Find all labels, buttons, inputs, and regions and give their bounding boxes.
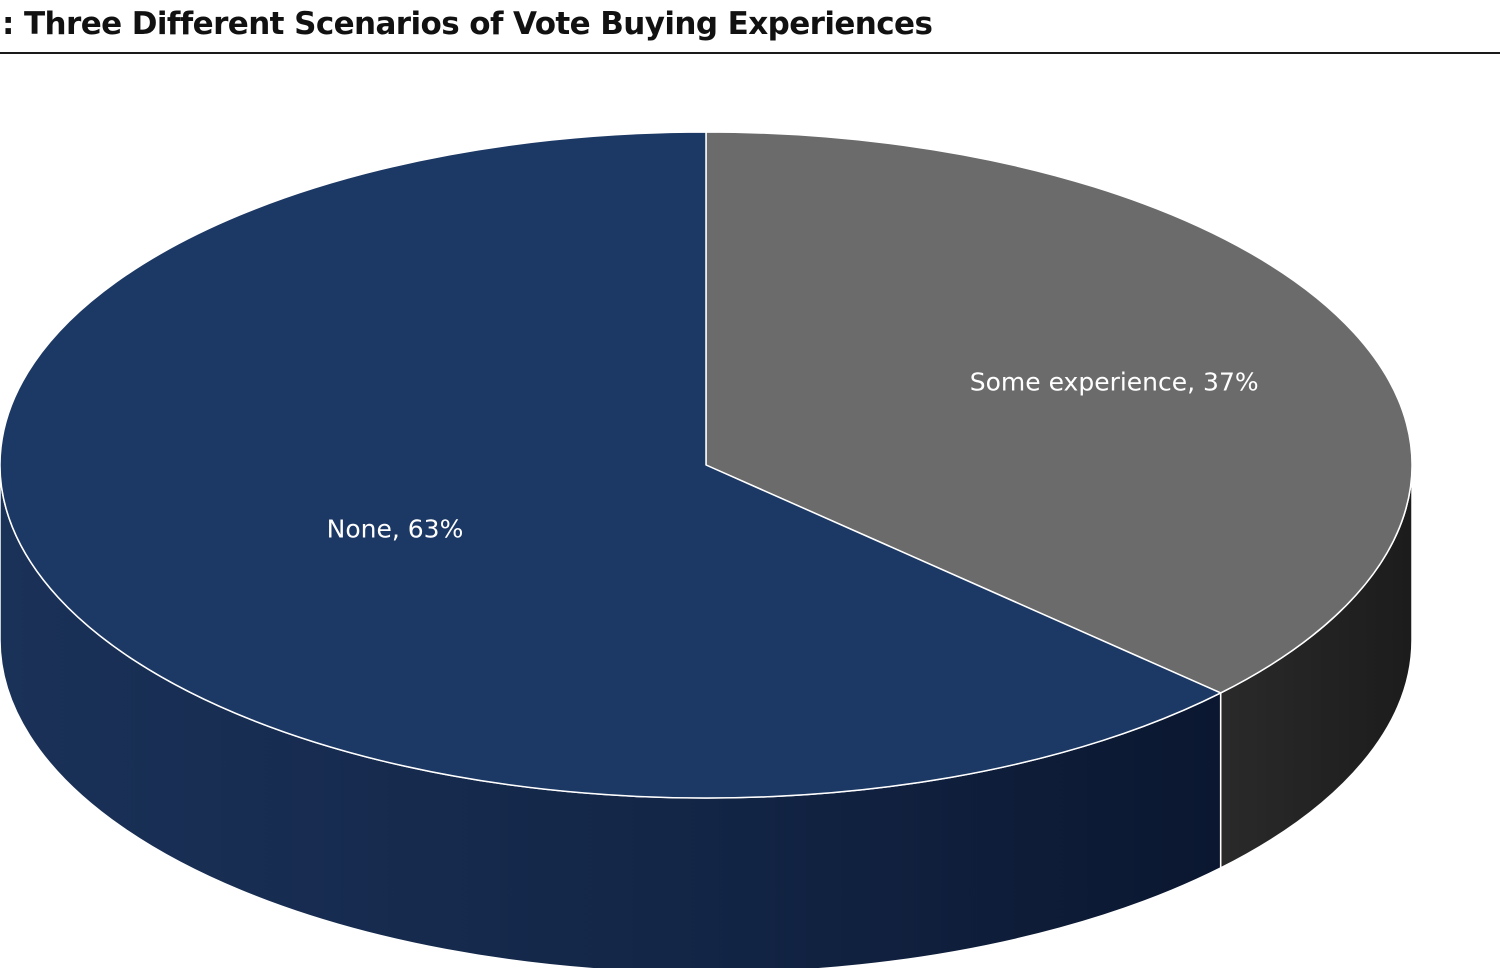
data-label-some-experience: Some experience, 37% bbox=[970, 368, 1259, 397]
pie-slice-some-experience bbox=[705, 131, 1413, 694]
title-bar: : Three Different Scenarios of Vote Buyi… bbox=[0, 0, 1500, 54]
chart-title: : Three Different Scenarios of Vote Buyi… bbox=[2, 6, 933, 42]
pie-slice-none bbox=[0, 131, 1222, 799]
data-label-none: None, 63% bbox=[327, 515, 464, 544]
